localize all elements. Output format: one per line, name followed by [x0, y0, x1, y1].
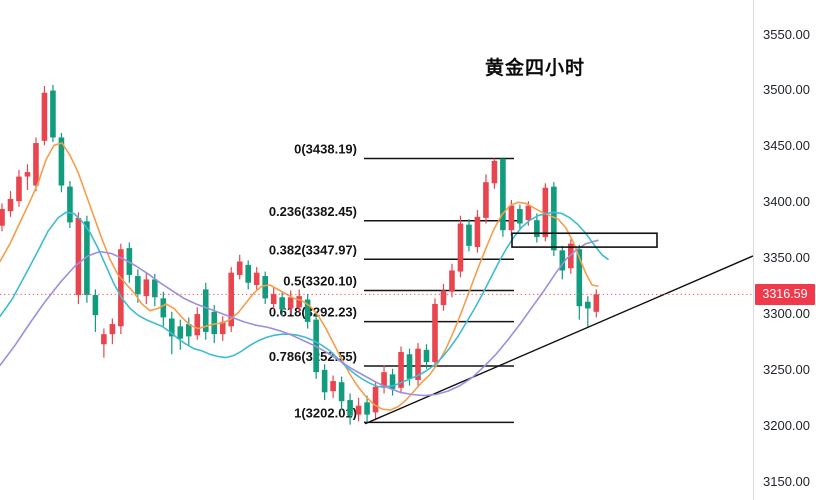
- candle-body: [7, 198, 14, 212]
- candle-body: [364, 402, 370, 415]
- candle-body: [58, 137, 65, 186]
- candle-body: [432, 303, 438, 363]
- candle-body: [185, 324, 192, 337]
- candle-body: [389, 374, 396, 389]
- candle-body: [101, 334, 107, 345]
- candle-body: [219, 321, 226, 335]
- candle-body: [92, 295, 99, 316]
- fib-level-label: 0.236(3382.45): [269, 204, 357, 219]
- fast-ma-line: [0, 142, 599, 411]
- price-axis-tick-label: 3150.00: [763, 473, 810, 489]
- candle-body: [500, 158, 506, 231]
- candle-body: [525, 205, 532, 221]
- candle-body: [398, 352, 404, 388]
- candle-body: [24, 172, 31, 177]
- fib-level-label: 0.786(3252.55): [269, 349, 357, 364]
- candle-body: [576, 249, 583, 307]
- candle-body: [160, 298, 167, 318]
- candle-body: [483, 182, 489, 218]
- candle-body: [423, 349, 430, 363]
- candle-body: [296, 296, 302, 308]
- candle-body: [372, 386, 379, 413]
- chart-title: 黄金四小时: [484, 58, 585, 79]
- candle-body: [84, 221, 90, 296]
- candle-body: [466, 224, 472, 246]
- candle-body: [194, 314, 201, 336]
- candle-body: [152, 279, 158, 298]
- price-axis-tick-label: 3550.00: [763, 26, 810, 42]
- candle-body: [559, 250, 566, 271]
- fib-level-label: 0(3438.19): [294, 141, 357, 156]
- price-axis-tick-label: 3350.00: [763, 250, 810, 266]
- candle-body: [0, 208, 5, 226]
- ascending-trendline: [364, 255, 754, 425]
- slow-ma-line: [0, 239, 599, 397]
- candle-body: [449, 270, 455, 292]
- current-price-badge: 3316.59: [755, 283, 815, 305]
- candle-body: [508, 205, 515, 231]
- candle-body: [330, 381, 336, 392]
- candle-body: [517, 208, 523, 224]
- price-axis-tick-label: 3200.00: [763, 417, 810, 433]
- price-axis-tick-label: 3400.00: [763, 194, 810, 210]
- candle-body: [236, 261, 243, 275]
- candle-body: [457, 223, 464, 272]
- price-axis-tick-label: 3300.00: [763, 305, 810, 321]
- candle-body: [135, 276, 141, 294]
- resistance-box-rect: [511, 232, 658, 248]
- fib-level-label: 0.382(3347.97): [269, 242, 357, 257]
- candle-body: [355, 405, 362, 415]
- candle-body: [41, 92, 48, 141]
- candle-body: [338, 382, 345, 402]
- candle-body: [279, 297, 285, 310]
- candle-body: [551, 186, 557, 251]
- fibonacci-retracement: 0(3438.19) 0.236(3382.45) 0.382(3347.97) 0.…: [269, 141, 518, 424]
- candle-body: [245, 264, 252, 283]
- candle-body: [415, 348, 421, 380]
- candle-body: [406, 354, 413, 379]
- candle-body: [143, 279, 150, 297]
- candle-body: [228, 272, 235, 327]
- trendline: [364, 255, 754, 425]
- candle-body: [542, 187, 549, 237]
- price-axis-tick-label: 3250.00: [763, 361, 810, 377]
- fib-level-label: 0.5(3320.10): [283, 273, 357, 288]
- candle-body: [202, 289, 209, 332]
- candle-body: [585, 301, 591, 309]
- candle-body: [16, 176, 22, 202]
- candle-body: [304, 299, 311, 322]
- candle-body: [262, 276, 268, 299]
- candle-body: [270, 293, 277, 304]
- candle-body: [491, 160, 498, 184]
- candle-body: [321, 369, 328, 393]
- candle-body: [67, 186, 73, 223]
- candle-body: [287, 297, 294, 309]
- candle-body: [534, 220, 540, 237]
- candle-body: [440, 290, 447, 306]
- candle-body: [33, 143, 39, 186]
- candle-body: [169, 318, 175, 337]
- candle-body: [381, 372, 387, 388]
- price-axis[interactable]: 3550.00 3500.00 3450.00 3400.00 3350.00 3300.…: [753, 0, 816, 500]
- candle-body: [109, 324, 116, 335]
- price-axis-tick-label: 3450.00: [763, 138, 810, 154]
- candle-body: [50, 90, 56, 138]
- price-axis-tick-label: 3500.00: [763, 82, 810, 98]
- candle-body: [75, 217, 82, 296]
- candle-body: [177, 326, 184, 339]
- candle-body: [211, 311, 218, 335]
- resistance-box: [511, 232, 658, 248]
- candle-body: [593, 294, 600, 312]
- candle-body: [347, 400, 353, 416]
- candle-body: [253, 272, 260, 285]
- candle-body: [474, 216, 481, 247]
- candle-body: [118, 249, 124, 327]
